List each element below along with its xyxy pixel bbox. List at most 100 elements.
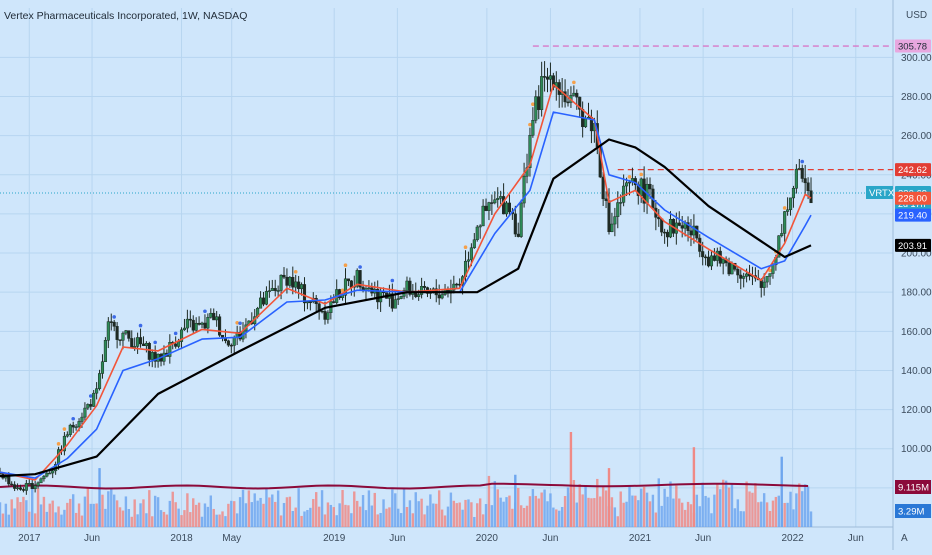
- candle-body: [141, 343, 146, 347]
- candle-body: [136, 337, 140, 347]
- volume-bar: [464, 499, 467, 527]
- volume-bar: [590, 498, 593, 527]
- candle-body: [332, 301, 336, 303]
- volume-bar: [432, 503, 435, 527]
- price-label-tag: [895, 208, 931, 222]
- volume-bar: [57, 506, 60, 527]
- y-tick-label: 160.00: [901, 327, 932, 338]
- volume-bar: [396, 508, 400, 527]
- y-tick-label: 140.00: [901, 366, 932, 377]
- volume-pane: [0, 432, 813, 527]
- signal-dot: [768, 268, 772, 273]
- volume-bar: [783, 502, 786, 527]
- x-tick-label: 2021: [629, 533, 652, 544]
- volume-bar: [727, 487, 731, 527]
- volume-bar: [601, 486, 605, 527]
- volume-label-tag: [895, 480, 931, 494]
- volume-bar: [689, 504, 693, 527]
- volume-bar: [748, 491, 751, 527]
- volume-bar: [335, 515, 338, 527]
- candle-body: [209, 312, 213, 318]
- volume-bar: [394, 493, 397, 527]
- volume-bar: [297, 488, 300, 527]
- candle-body: [83, 407, 87, 418]
- signal-dot: [71, 416, 75, 421]
- candle-body: [742, 276, 746, 279]
- grid-lines: [0, 0, 894, 550]
- candle-body: [745, 273, 749, 277]
- candle-body: [27, 483, 31, 485]
- volume-bar: [429, 494, 432, 527]
- moving-averages: [0, 83, 812, 481]
- candle-body: [24, 483, 28, 491]
- candle-body: [528, 134, 532, 168]
- volume-bar: [695, 494, 699, 527]
- candle-body: [622, 185, 626, 203]
- volume-bar: [613, 507, 617, 527]
- volume-bar: [279, 515, 283, 527]
- candle-body: [657, 217, 661, 220]
- volume-bar: [537, 498, 540, 527]
- volume-bar: [757, 502, 760, 527]
- volume-bar: [502, 501, 505, 527]
- time-axis[interactable]: 2017 Jun 2018 May 2019 Jun 2020 Jun 2021 Jun 2022 J…: [18, 533, 864, 544]
- moving-average-line: [0, 83, 812, 481]
- volume-bar: [634, 495, 637, 527]
- volume-bar: [806, 486, 810, 527]
- volume-bar: [212, 508, 215, 527]
- candle-body: [191, 319, 195, 331]
- candle-body: [502, 196, 506, 215]
- volume-bar: [739, 511, 742, 527]
- candle-body: [10, 483, 14, 486]
- volume-bar: [578, 484, 581, 527]
- volume-bar: [118, 507, 122, 527]
- volume-bar: [437, 490, 441, 527]
- volume-bar: [499, 497, 502, 527]
- candle-body: [188, 318, 192, 321]
- volume-bar: [121, 510, 125, 527]
- volume-bar: [350, 513, 353, 527]
- volume-bar: [678, 498, 681, 527]
- candle-body: [229, 344, 233, 347]
- signal-dot: [56, 442, 61, 446]
- y-tick-label: 300.00: [901, 53, 932, 64]
- volume-bar: [716, 483, 719, 527]
- volume-bar: [80, 515, 84, 527]
- volume-bar: [540, 492, 543, 527]
- volume-bar: [0, 502, 2, 527]
- volume-bar: [25, 500, 28, 527]
- y-tick-label: 260.00: [901, 131, 932, 142]
- candle-body: [197, 322, 201, 325]
- volume-bar: [203, 503, 207, 527]
- volume-bar: [534, 495, 537, 527]
- volume-bar: [399, 513, 403, 527]
- auto-scale-button[interactable]: A: [901, 533, 908, 544]
- candle-body: [323, 311, 327, 320]
- candle-body: [21, 489, 25, 491]
- volume-bar: [719, 489, 722, 527]
- volume-bar: [45, 511, 49, 527]
- candle-body: [294, 281, 298, 288]
- candle-body: [803, 178, 807, 184]
- volume-bar: [470, 502, 473, 527]
- volume-bar: [733, 508, 737, 527]
- candle-body: [130, 338, 134, 348]
- volume-bar: [215, 514, 218, 527]
- volume-bar: [792, 509, 795, 527]
- candle-body: [51, 470, 55, 474]
- volume-bar: [745, 481, 748, 527]
- candle-body: [390, 293, 394, 309]
- candle-body: [89, 404, 93, 407]
- candle-body: [77, 421, 81, 428]
- candle-body: [762, 281, 766, 288]
- volume-bar: [493, 481, 497, 527]
- price-axis[interactable]: 80.00100.00120.00140.00160.00180.00200.0…: [901, 53, 932, 495]
- volume-bar: [423, 514, 426, 527]
- candle-body: [739, 274, 743, 279]
- candle-body: [534, 96, 538, 121]
- candle-body: [475, 226, 479, 241]
- volume-bar: [189, 512, 192, 527]
- volume-bar: [238, 497, 242, 527]
- moving-average-line: [0, 138, 812, 478]
